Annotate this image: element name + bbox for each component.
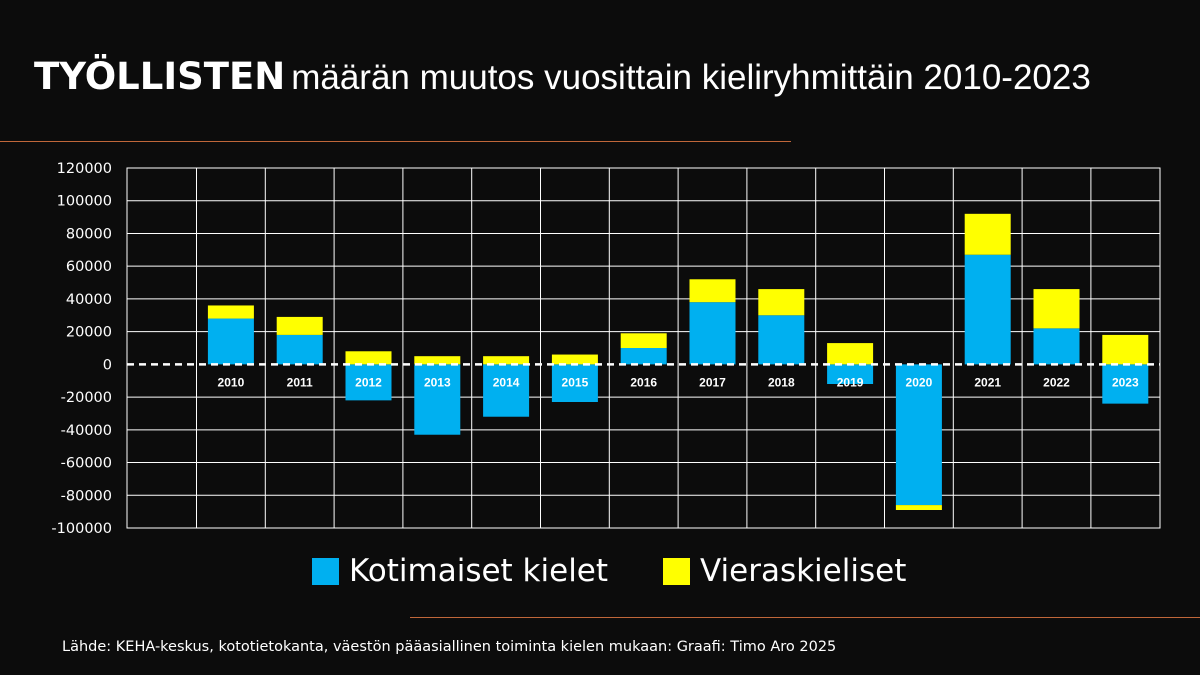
legend-label-vieraskieliset: Vieraskieliset — [700, 553, 907, 589]
y-tick-label: -40000 — [61, 423, 112, 439]
y-tick-label: 40000 — [66, 292, 112, 308]
x-tick-label: 2017 — [699, 375, 726, 389]
x-tick-label: 2021 — [974, 375, 1001, 389]
x-tick-label: 2011 — [287, 375, 313, 389]
x-tick-label: 2016 — [630, 375, 657, 389]
y-tick-label: 80000 — [66, 226, 112, 242]
source-note: Lähde: KEHA-keskus, kototietokanta, väes… — [62, 639, 837, 655]
bar-vieraskieliset — [276, 316, 323, 335]
bar-kotimaiset — [551, 364, 598, 402]
bar-vieraskieliset — [758, 289, 805, 316]
bar-vieraskieliset — [689, 279, 736, 303]
x-tick-label: 2012 — [355, 375, 382, 389]
legend-item-vieraskieliset: Vieraskieliset — [663, 553, 906, 589]
x-tick-label: 2022 — [1043, 375, 1070, 389]
bottom-divider — [410, 617, 1200, 618]
legend: Kotimaiset kielet Vieraskieliset — [0, 553, 1200, 597]
bar-kotimaiset — [964, 254, 1011, 365]
bar-kotimaiset — [758, 315, 805, 365]
x-tick-label: 2018 — [768, 375, 795, 389]
bar-kotimaiset — [895, 364, 942, 506]
x-tick-label: 2014 — [493, 375, 520, 389]
chart-title: TYÖLLISTEN määrän muutos vuosittain kieli… — [34, 58, 1091, 95]
bar-kotimaiset — [1033, 328, 1080, 365]
bar-kotimaiset — [414, 364, 461, 435]
bar-kotimaiset — [827, 364, 874, 384]
bar-vieraskieliset — [1102, 334, 1149, 365]
y-tick-label: -100000 — [51, 521, 112, 537]
y-tick-label: 60000 — [66, 259, 112, 275]
legend-label-kotimaiset: Kotimaiset kielet — [349, 553, 609, 589]
x-tick-label: 2019 — [837, 375, 864, 389]
bar-vieraskieliset — [620, 333, 667, 348]
bar-kotimaiset — [1102, 364, 1149, 404]
bar-vieraskieliset — [551, 354, 598, 365]
x-tick-label: 2023 — [1112, 375, 1139, 389]
top-divider — [0, 141, 791, 142]
y-tick-label: -20000 — [61, 390, 112, 406]
legend-swatch-kotimaiset — [312, 557, 339, 585]
bar-kotimaiset — [483, 364, 530, 417]
bar-kotimaiset — [345, 364, 392, 401]
bar-vieraskieliset — [827, 343, 874, 365]
bar-vieraskieliset — [895, 505, 942, 510]
y-tick-label: -80000 — [61, 488, 112, 504]
bar-kotimaiset — [620, 348, 667, 365]
bar-vieraskieliset — [345, 351, 392, 365]
x-tick-label: 2010 — [218, 375, 245, 389]
bar-vieraskieliset — [207, 305, 254, 319]
y-tick-label: 100000 — [57, 194, 112, 210]
x-tick-label: 2020 — [906, 375, 933, 389]
legend-item-kotimaiset: Kotimaiset kielet — [312, 553, 608, 589]
x-tick-label: 2013 — [424, 375, 451, 389]
bar-vieraskieliset — [483, 356, 530, 365]
legend-swatch-vieraskieliset — [663, 557, 690, 585]
y-tick-label: 20000 — [66, 325, 112, 341]
x-tick-label: 2015 — [562, 375, 589, 389]
bar-vieraskieliset — [964, 213, 1011, 255]
title-rest: määrän muutos vuosittain kieliryhmittäin… — [291, 58, 1091, 97]
bar-kotimaiset — [207, 318, 254, 365]
y-tick-label: -60000 — [61, 456, 112, 472]
y-tick-label: 0 — [103, 357, 112, 373]
bar-kotimaiset — [689, 302, 736, 365]
bar-vieraskieliset — [1033, 289, 1080, 329]
title-bold: TYÖLLISTEN — [34, 55, 286, 98]
bar-kotimaiset — [276, 334, 323, 365]
bar-vieraskieliset — [414, 356, 461, 365]
y-tick-label: 120000 — [57, 161, 112, 177]
